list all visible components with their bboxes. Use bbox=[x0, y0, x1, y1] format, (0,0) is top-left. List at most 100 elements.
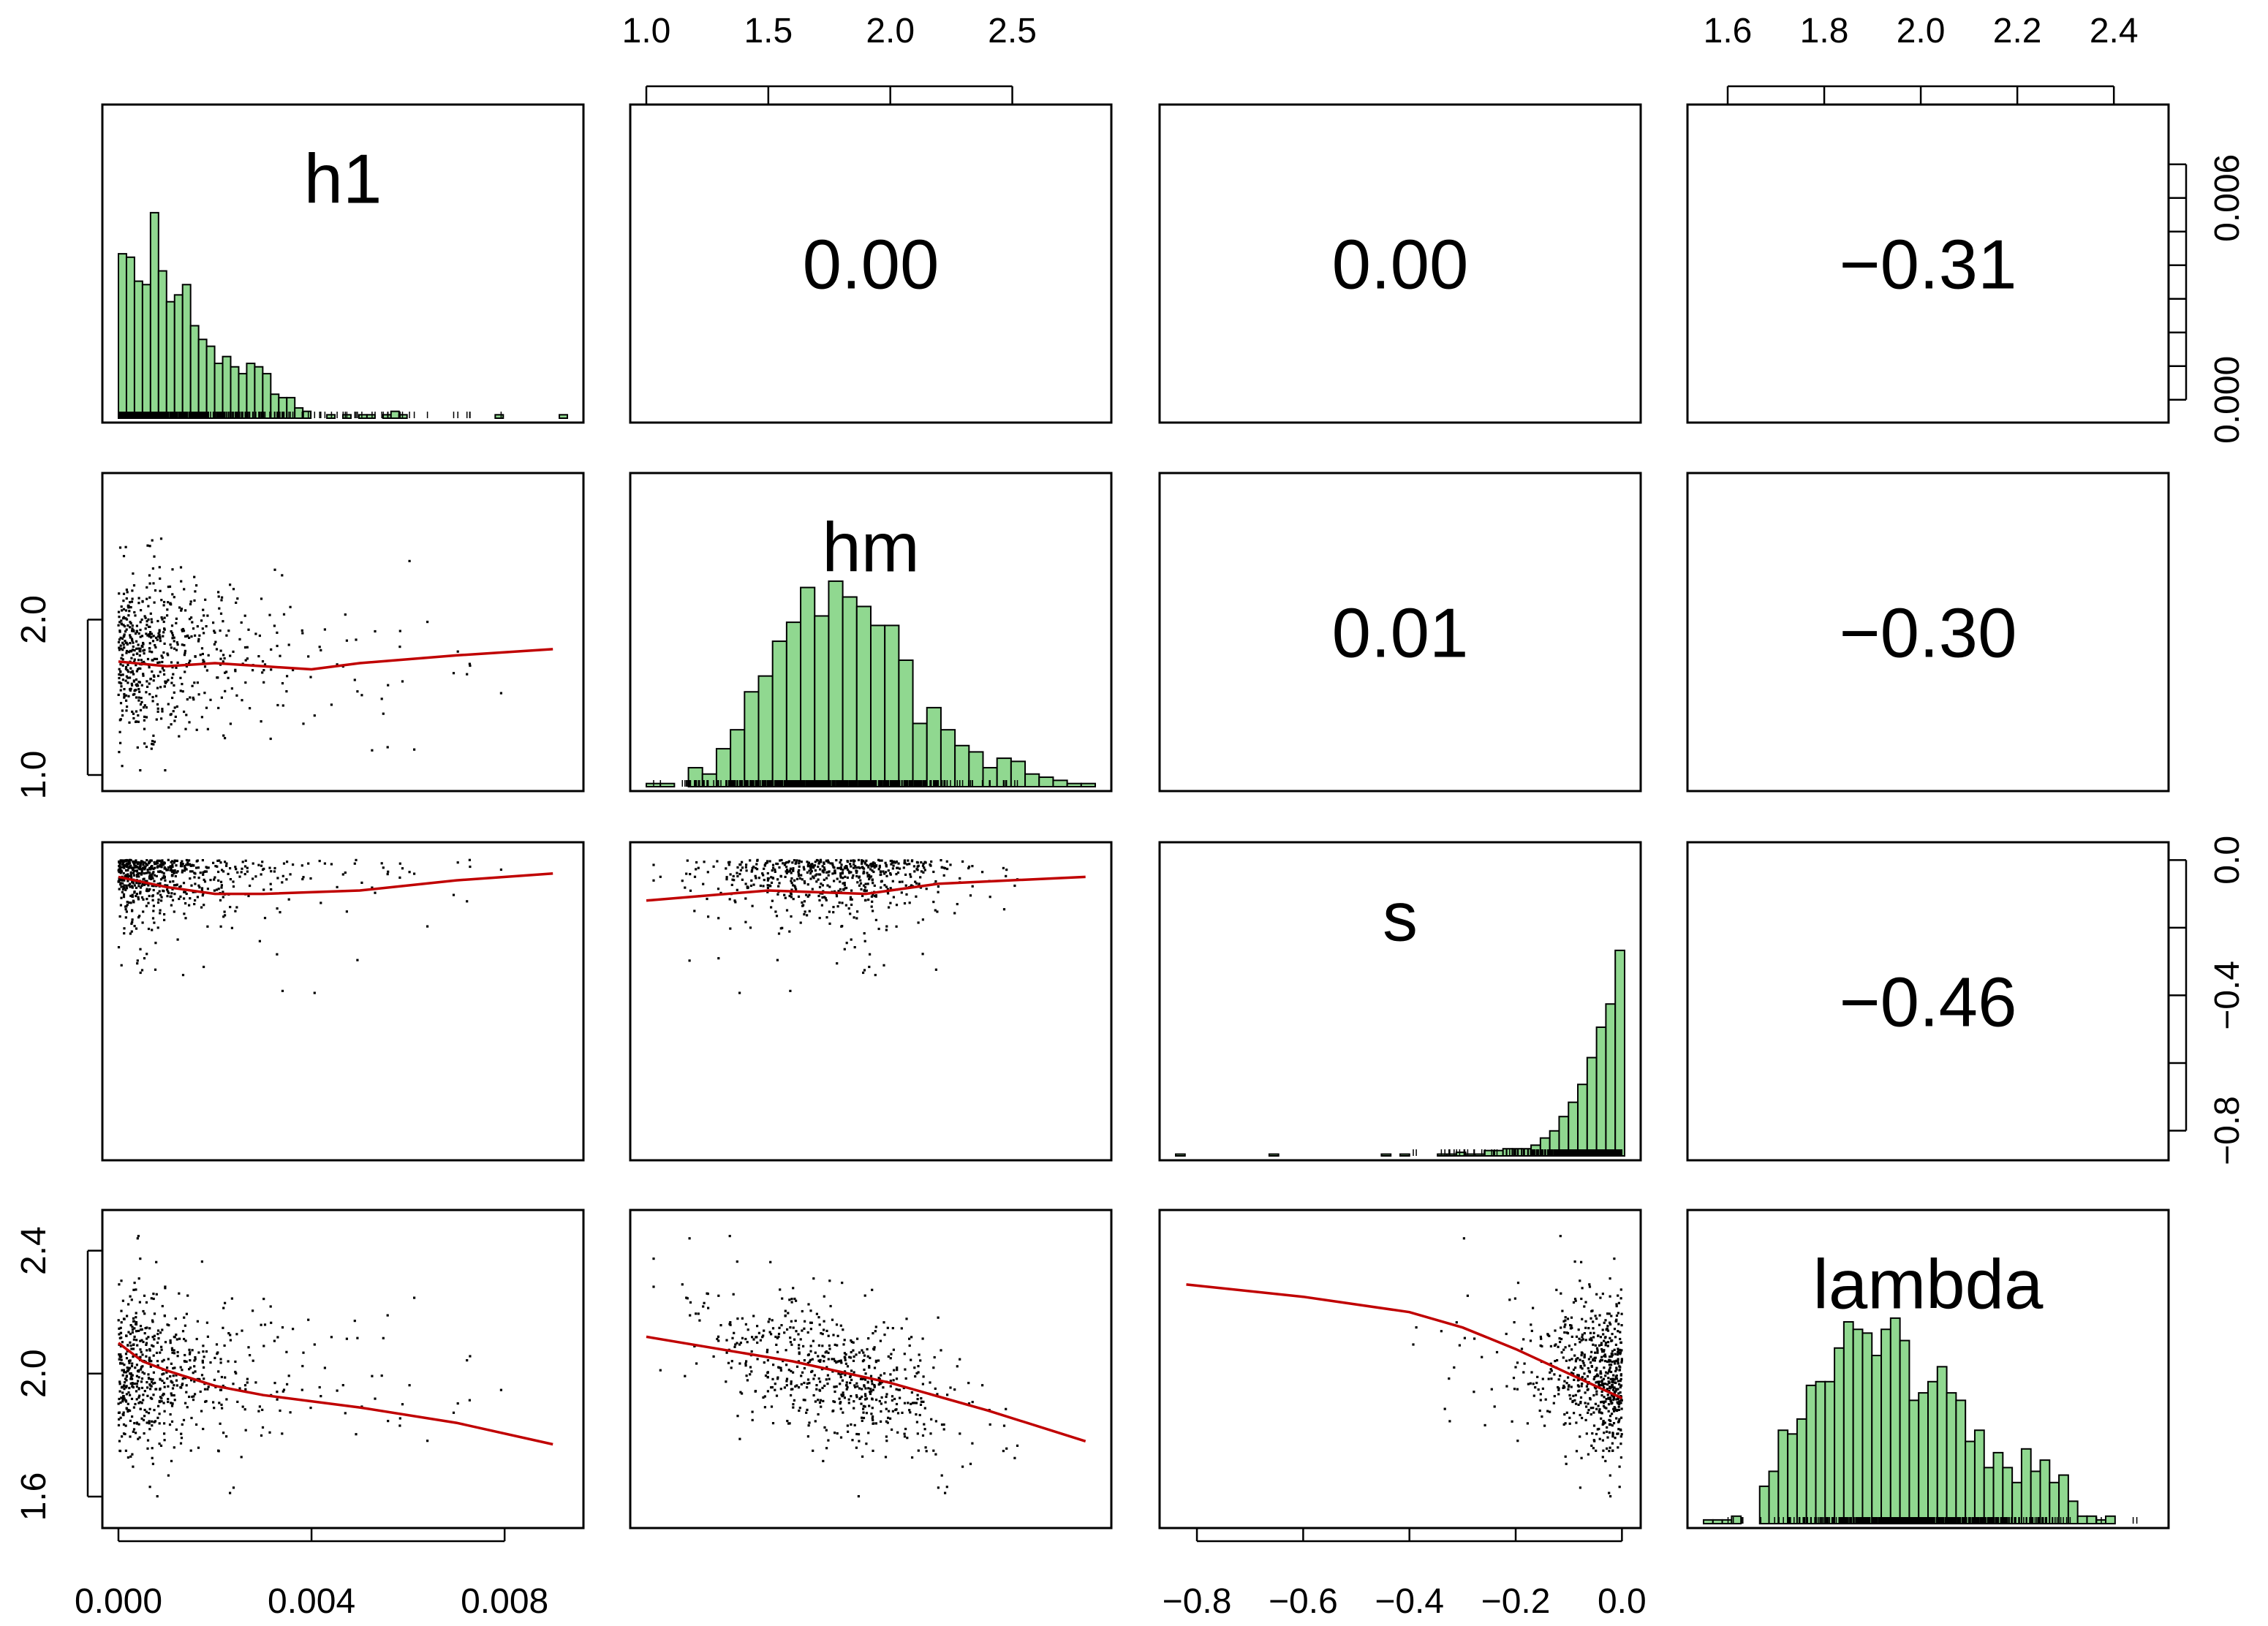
panel-frame-hm-h1 bbox=[101, 472, 585, 793]
scatter-point bbox=[119, 673, 122, 676]
histogram-bar-lambda bbox=[2058, 1474, 2069, 1525]
scatter-point bbox=[864, 1387, 867, 1390]
scatter-points-hm-vs-h1 bbox=[117, 537, 502, 772]
scatter-point bbox=[1481, 1355, 1483, 1358]
scatter-point bbox=[801, 904, 804, 907]
scatter-point bbox=[122, 643, 125, 646]
scatter-point bbox=[821, 1345, 824, 1347]
scatter-point bbox=[127, 695, 130, 697]
scatter-point bbox=[137, 1396, 140, 1399]
scatter-point bbox=[793, 859, 795, 862]
scatter-point bbox=[867, 1387, 870, 1390]
scatter-point bbox=[1613, 1348, 1616, 1351]
scatter-point bbox=[1590, 1355, 1592, 1358]
scatter-point bbox=[309, 676, 312, 678]
scatter-point bbox=[798, 1409, 801, 1413]
scatter-point bbox=[123, 1371, 126, 1374]
scatter-point bbox=[144, 865, 147, 868]
scatter-point bbox=[146, 1447, 149, 1450]
scatter-point bbox=[1573, 1354, 1576, 1357]
scatter-point bbox=[861, 861, 863, 863]
scatter-point bbox=[182, 629, 186, 632]
scatter-point bbox=[967, 866, 970, 870]
scatter-point bbox=[165, 869, 168, 871]
scatter-point bbox=[206, 925, 209, 928]
scatter-point bbox=[133, 658, 136, 661]
scatter-point bbox=[213, 643, 216, 646]
scatter-point bbox=[793, 879, 796, 882]
scatter-point bbox=[132, 629, 135, 632]
scatter-point bbox=[173, 884, 176, 887]
scatter-point bbox=[785, 1377, 789, 1380]
scatter-point bbox=[1575, 1358, 1578, 1361]
scatter-point bbox=[189, 696, 192, 699]
scatter-point bbox=[235, 601, 238, 604]
scatter-point bbox=[148, 666, 151, 669]
scatter-point bbox=[162, 604, 165, 607]
scatter-point bbox=[120, 605, 123, 608]
scatter-point bbox=[166, 614, 169, 617]
scatter-point bbox=[1618, 1418, 1621, 1421]
scatter-point bbox=[140, 635, 144, 638]
scatter-point bbox=[196, 896, 199, 899]
scatter-point bbox=[353, 678, 356, 681]
scatter-point bbox=[1598, 1383, 1600, 1385]
scatter-point bbox=[180, 580, 183, 583]
scatter-point bbox=[198, 886, 201, 889]
scatter-point bbox=[132, 673, 135, 676]
histogram-bar-hm bbox=[757, 675, 774, 788]
scatter-point bbox=[1615, 1318, 1618, 1321]
scatter-point bbox=[845, 1388, 848, 1391]
scatter-point bbox=[261, 660, 265, 663]
scatter-point bbox=[771, 899, 774, 902]
scatter-point bbox=[1537, 1388, 1540, 1391]
scatter-point bbox=[1611, 1379, 1614, 1382]
scatter-point bbox=[137, 861, 140, 864]
scatter-point bbox=[131, 710, 134, 714]
scatter-point bbox=[247, 1346, 250, 1349]
scatter-point bbox=[126, 1402, 129, 1405]
scatter-point bbox=[309, 877, 312, 880]
scatter-point bbox=[153, 1312, 156, 1315]
scatter-point bbox=[850, 938, 853, 941]
scatter-point bbox=[880, 1420, 882, 1423]
scatter-point bbox=[695, 868, 698, 871]
scatter-point bbox=[1615, 1314, 1619, 1317]
scatter-point bbox=[1601, 1350, 1604, 1353]
histogram-bar-h1 bbox=[189, 325, 200, 420]
scatter-point bbox=[1617, 1428, 1620, 1431]
scatter-point bbox=[167, 866, 170, 869]
scatter-point bbox=[129, 671, 132, 674]
scatter-point bbox=[158, 1442, 161, 1445]
scatter-point bbox=[803, 880, 806, 883]
scatter-point bbox=[803, 1381, 806, 1385]
scatter-point bbox=[839, 1436, 843, 1439]
scatter-point bbox=[133, 648, 136, 652]
scatter-point bbox=[222, 1432, 225, 1434]
scatter-point bbox=[850, 859, 853, 862]
scatter-point bbox=[120, 866, 123, 869]
scatter-point bbox=[1617, 1347, 1619, 1350]
scatter-point bbox=[797, 1386, 801, 1389]
scatter-point bbox=[159, 670, 162, 673]
scatter-point bbox=[1615, 1374, 1618, 1377]
scatter-point bbox=[160, 899, 163, 902]
scatter-point bbox=[131, 886, 134, 889]
scatter-point bbox=[738, 872, 741, 876]
scatter-point bbox=[135, 875, 138, 878]
scatter-point bbox=[122, 600, 125, 602]
scatter-point bbox=[152, 1371, 155, 1374]
scatter-point bbox=[684, 1374, 687, 1377]
scatter-point bbox=[149, 1365, 152, 1368]
scatter-point bbox=[124, 1386, 128, 1389]
histogram-bar-h1 bbox=[382, 414, 392, 420]
scatter-point bbox=[121, 609, 124, 612]
scatter-point bbox=[426, 1440, 429, 1442]
scatter-point bbox=[1619, 1351, 1622, 1354]
scatter-point bbox=[149, 612, 152, 615]
scatter-point bbox=[885, 1393, 888, 1396]
scatter-point bbox=[893, 1397, 896, 1401]
scatter-point bbox=[137, 1235, 140, 1238]
scatter-point bbox=[125, 618, 129, 621]
scatter-point bbox=[1601, 1293, 1604, 1296]
